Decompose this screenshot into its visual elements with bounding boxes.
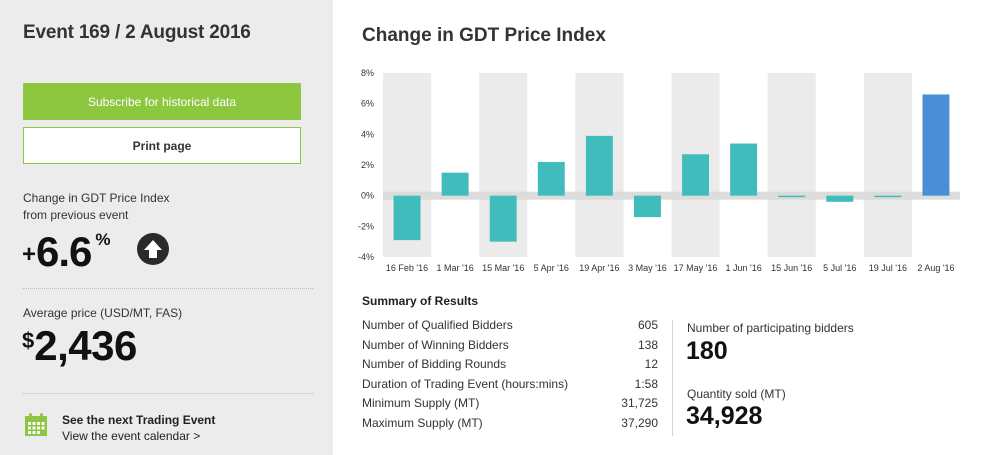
x-tick-label: 15 Mar '16 bbox=[482, 263, 524, 273]
summary-row: Number of Bidding Rounds 12 bbox=[362, 357, 658, 377]
change-unit: % bbox=[95, 230, 111, 249]
bar bbox=[537, 161, 565, 196]
x-tick-label: 5 Apr '16 bbox=[534, 263, 569, 273]
summary-row: Number of Qualified Bidders 605 bbox=[362, 318, 658, 338]
chart-band bbox=[767, 73, 816, 257]
bar bbox=[441, 172, 469, 196]
subscribe-button[interactable]: Subscribe for historical data bbox=[23, 83, 301, 120]
bar bbox=[874, 195, 902, 198]
next-event-title[interactable]: See the next Trading Event bbox=[62, 413, 216, 427]
change-value: + 6.6 % bbox=[22, 228, 111, 276]
x-tick-label: 3 May '16 bbox=[628, 263, 667, 273]
price-index-chart: -4% -2% 0% 2% 4% 6% 8% 16 Feb '16 1 Mar '16 15 Ma… bbox=[358, 68, 960, 273]
participating-bidders-value: 180 bbox=[686, 337, 728, 365]
event-calendar-link[interactable]: View the event calendar > bbox=[62, 429, 201, 443]
change-sign: + bbox=[22, 241, 37, 268]
change-label: Change in GDT Price Index from previous … bbox=[23, 190, 223, 224]
bar bbox=[633, 195, 661, 218]
avg-price-sign: $ bbox=[22, 328, 35, 353]
summary-row-label: Number of Winning Bidders bbox=[362, 337, 509, 352]
bar bbox=[730, 143, 758, 196]
summary-row: Duration of Trading Event (hours:mins) 1:… bbox=[362, 377, 658, 397]
summary-divider bbox=[672, 320, 673, 436]
calendar-icon[interactable] bbox=[24, 413, 48, 437]
arrow-up-icon bbox=[137, 233, 169, 265]
summary-row-label: Number of Bidding Rounds bbox=[362, 357, 507, 372]
summary-row-label: Maximum Supply (MT) bbox=[362, 415, 483, 430]
x-tick-label: 2 Aug '16 bbox=[917, 263, 954, 273]
avg-price-value: $ 2,436 bbox=[22, 322, 137, 370]
y-tick-label: 6% bbox=[361, 99, 374, 109]
summary-row-value: 1:58 bbox=[634, 376, 658, 391]
avg-price-label: Average price (USD/MT, FAS) bbox=[23, 306, 183, 320]
y-tick-label: 8% bbox=[361, 68, 374, 78]
x-tick-label: 19 Apr '16 bbox=[579, 263, 619, 273]
sidebar: Event 169 / 2 August 2016 Subscribe for … bbox=[0, 0, 333, 455]
summary-row-label: Number of Qualified Bidders bbox=[362, 318, 513, 332]
x-tick-label: 16 Feb '16 bbox=[386, 263, 428, 273]
x-tick-label: 1 Jun '16 bbox=[726, 263, 762, 273]
print-page-button[interactable]: Print page bbox=[23, 127, 301, 164]
avg-price-number: 2,436 bbox=[34, 322, 137, 369]
event-title: Event 169 / 2 August 2016 bbox=[23, 22, 251, 43]
participating-bidders-label: Number of participating bidders bbox=[687, 321, 854, 335]
summary-row-label: Minimum Supply (MT) bbox=[362, 396, 480, 411]
bar bbox=[826, 195, 854, 202]
summary-row-value: 12 bbox=[644, 357, 658, 372]
bar bbox=[778, 195, 806, 198]
bar bbox=[922, 94, 950, 196]
bar bbox=[489, 195, 517, 242]
change-label-line1: Change in GDT Price Index bbox=[23, 191, 170, 205]
x-tick-label: 17 May '16 bbox=[674, 263, 718, 273]
bar bbox=[585, 135, 613, 196]
summary-row-value: 605 bbox=[637, 318, 658, 332]
summary-row-value: 138 bbox=[637, 337, 658, 352]
bar bbox=[393, 195, 421, 241]
summary-table: Number of Qualified Bidders 605 Number of … bbox=[362, 318, 658, 436]
quantity-sold-label: Quantity sold (MT) bbox=[687, 387, 786, 401]
y-tick-label: -2% bbox=[358, 221, 374, 231]
summary-row-value: 31,725 bbox=[621, 396, 658, 411]
divider bbox=[23, 288, 313, 289]
chart-band bbox=[863, 73, 912, 257]
zero-band bbox=[383, 191, 960, 200]
x-tick-label: 15 Jun '16 bbox=[771, 263, 812, 273]
summary-row-label: Duration of Trading Event (hours:mins) bbox=[362, 376, 569, 391]
x-tick-label: 5 Jul '16 bbox=[823, 263, 856, 273]
y-tick-label: 2% bbox=[361, 160, 374, 170]
bar bbox=[682, 154, 710, 196]
change-number: 6.6 bbox=[36, 228, 92, 275]
change-label-line2: from previous event bbox=[23, 208, 129, 222]
x-tick-label: 19 Jul '16 bbox=[869, 263, 907, 273]
summary-row-value: 37,290 bbox=[621, 415, 658, 430]
x-tick-label: 1 Mar '16 bbox=[437, 263, 474, 273]
y-tick-label: 4% bbox=[361, 129, 374, 139]
summary-row: Minimum Supply (MT) 31,725 bbox=[362, 396, 658, 416]
quantity-sold-value: 34,928 bbox=[686, 402, 763, 430]
chart-title: Change in GDT Price Index bbox=[362, 25, 606, 46]
y-tick-label: -4% bbox=[358, 252, 374, 262]
y-tick-label: 0% bbox=[361, 191, 374, 201]
summary-title: Summary of Results bbox=[362, 294, 479, 308]
summary-row: Number of Winning Bidders 138 bbox=[362, 338, 658, 358]
summary-row: Maximum Supply (MT) 37,290 bbox=[362, 416, 658, 436]
divider bbox=[23, 393, 313, 394]
